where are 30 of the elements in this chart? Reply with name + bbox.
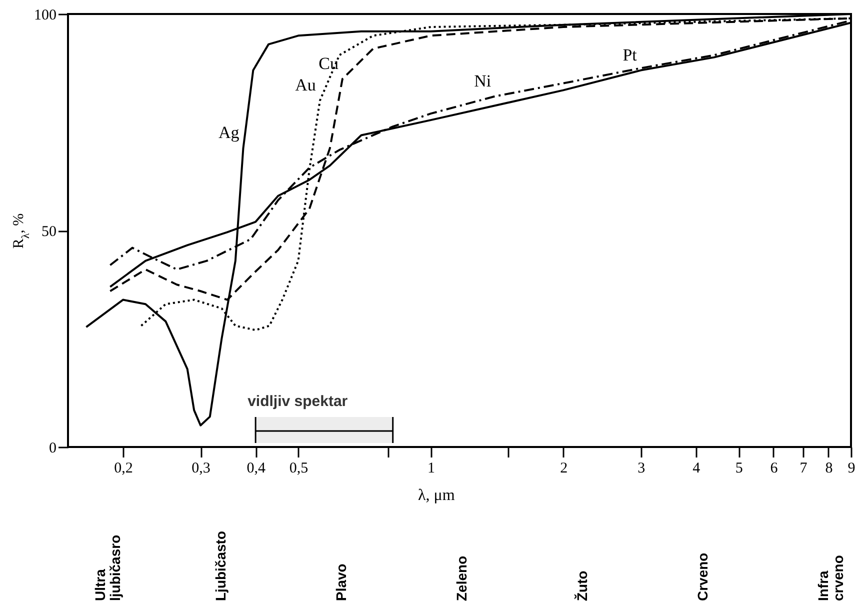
annotation: Cu [318,54,339,73]
x-tick-label: 0,4 [246,460,266,476]
annotation: Pt [622,45,638,64]
x-tick-label: 6 [770,460,778,476]
x-tick-label: 7 [800,460,808,476]
x-tick-label: 4 [692,460,701,476]
x-tick-label: 1 [428,460,436,476]
x-tick-label: 5 [735,460,743,476]
annotation: Ag [218,123,240,142]
annotation: Ni [474,71,492,90]
y-tick-label: 100 [34,8,56,24]
text: Žuto [574,570,590,601]
band-label: vidljiv spektar [248,393,348,410]
x-tick-label: 0,2 [114,460,133,476]
x-tick-label: 9 [848,460,856,476]
text: Ljubičasto [212,530,228,601]
x-tick-label: 0,3 [192,460,210,476]
text: Zeleno [454,556,470,601]
text: Crveno [694,552,710,601]
x-axis-title: λ, μm [418,487,456,504]
y-tick-label: 0 [49,440,56,456]
x-tick-label: 3 [638,460,646,476]
y-tick-label: 50 [42,224,56,240]
x-tick-label: 8 [825,460,833,476]
text: Plavo [333,564,349,601]
x-tick-label: 0,5 [289,460,308,476]
text: Infra crveno [815,555,846,601]
text: Ultra ljubičasro [92,534,123,601]
annotation: Au [295,76,316,95]
x-tick-label: 2 [560,460,568,476]
